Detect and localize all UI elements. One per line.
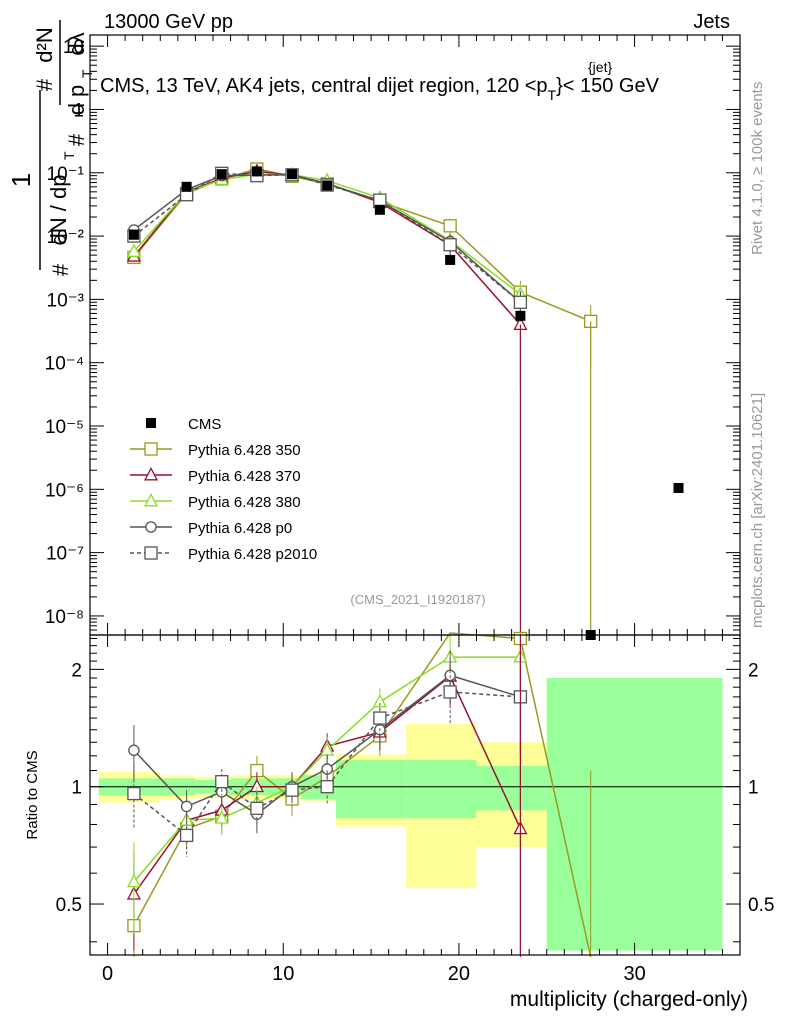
cms-point [374,204,385,215]
ratio-tick-label: 1 [71,778,82,799]
header-right: Jets [693,11,730,33]
cms-point [251,166,262,177]
title-sub: T [548,87,557,103]
ratio-point [179,828,194,843]
main-point [513,295,528,309]
main-point [443,219,457,233]
ratio-line-Pythia 6.428 p2010 [133,691,521,837]
ratio-point [320,780,334,794]
ratio-panel-content [90,678,740,951]
ratio-point [321,763,333,775]
ratio-ticks: 0 10 20 30 0.5 0.5 1 1 2 2 [56,635,774,985]
legend: CMS Pythia 6.428 350 Pythia 6.428 370 Pythi… [130,416,317,563]
ratio-point [372,693,387,708]
x-axis-label: multiplicity (charged-only) [510,988,748,1011]
main-frame [89,34,741,636]
x-tick-label: 0 [102,963,113,985]
ratio-point [250,801,264,815]
cms-point [515,310,526,321]
ylabel-one: 1 [6,173,36,187]
ylabel-dp: d p [64,85,89,116]
ratio-point [128,744,140,757]
cms-point [673,482,684,493]
rivet-note: Rivet 4.1.0, ≥ 100k events [749,82,766,255]
cms-point [322,180,333,191]
cms-point [181,181,192,192]
x-tick-label: 10 [272,963,294,985]
ratio-point [126,873,141,888]
ylabel-hash-2: # [32,78,57,91]
legend-marker [143,493,159,507]
cms-point [287,169,298,180]
main-ylabel-2: # d²N # d p T dλ [32,20,95,146]
ratio-tick-label-right: 2 [748,660,759,681]
x-tick-label: 30 [623,963,645,985]
ratio-tick-label: 0.5 [56,895,82,916]
stat-band-bin [546,678,723,951]
y-tick-label: 10⁻⁶ [45,480,84,501]
title-sup: {jet} [588,59,612,75]
main-ylabel: 1 # dN / dp T [6,90,77,276]
ratio-point [285,783,299,797]
y-tick-label: 1 [73,100,84,121]
legend-marker [144,546,158,560]
ylabel-d2n: d²N [32,27,57,62]
y-tick-label: 10⁻² [47,227,85,248]
ratio-ylabel: Ratio to CMS [24,750,41,839]
ratio-tick-label-right: 1 [748,778,759,799]
main-point [443,238,457,252]
ylabel-hash-3: # [64,133,89,146]
legend-label: Pythia 6.428 350 [188,442,301,459]
ratio-series [126,631,592,958]
cms-point [445,254,456,265]
legend-marker [146,418,156,428]
ratio-point [180,800,193,813]
y-tick-label: 10⁻¹ [47,164,85,185]
legend-label: Pythia 6.428 p0 [188,520,292,537]
y-tick-label: 10⁻³ [47,290,85,311]
ylabel-t-2: T [79,69,95,78]
y-tick-label: 10⁻⁸ [45,607,84,628]
stat-band-bin [476,766,547,811]
legend-marker [145,521,157,533]
y-tick-label: 10⁻⁵ [45,417,84,438]
ratio-point [215,775,229,789]
ratio-point [127,786,141,801]
analysis-annotation: (CMS_2021_I1920187) [350,592,485,607]
legend-label: Pythia 6.428 p2010 [188,546,317,563]
ratio-point [373,711,387,725]
legend-label: Pythia 6.428 370 [188,468,301,485]
cms-point [216,169,227,180]
ratio-tick-label-right: 0.5 [748,895,774,916]
ratio-tick-label: 2 [71,660,82,681]
legend-marker [144,442,158,456]
title-end: }< 150 GeV [556,75,660,97]
y-tick-label: 10⁻⁴ [45,354,84,375]
chart-title: CMS, 13 TeV, AK4 jets, central dijet reg… [100,75,660,103]
legend-label: Pythia 6.428 380 [188,494,301,511]
ylabel-hash-1: # [48,263,73,276]
x-tick-label: 20 [448,963,470,985]
y-tick-label: 10⁻⁷ [46,544,84,565]
main-point [373,193,387,207]
stat-band-bin [335,760,407,819]
cms-point [128,229,139,240]
title-main: CMS, 13 TeV, AK4 jets, central dijet reg… [100,75,548,97]
main-point [126,243,141,257]
ylabel-dn: dN / dp [46,175,71,246]
y-tick-label: 10 [63,37,84,58]
ylabel-dl: dλ [64,32,89,55]
main-series [126,162,684,640]
ratio-frame [89,634,741,956]
mcplots-note: mcplots.cern.ch [arXiv:2401.10621] [749,393,766,628]
ratio-point [214,810,229,824]
header-left: 13000 GeV pp [104,11,233,33]
main-ticks: 10⁻⁸ 10⁻⁷ 10⁻⁶ 10⁻⁵ 10⁻⁴ 10⁻³ 10⁻² 10⁻¹ 1 10 [45,35,741,636]
ylabel-t-1: T [61,151,77,160]
ratio-point [443,685,457,699]
stat-band-bin [406,760,477,819]
legend-marker [143,467,159,481]
legend-label: CMS [188,416,221,433]
